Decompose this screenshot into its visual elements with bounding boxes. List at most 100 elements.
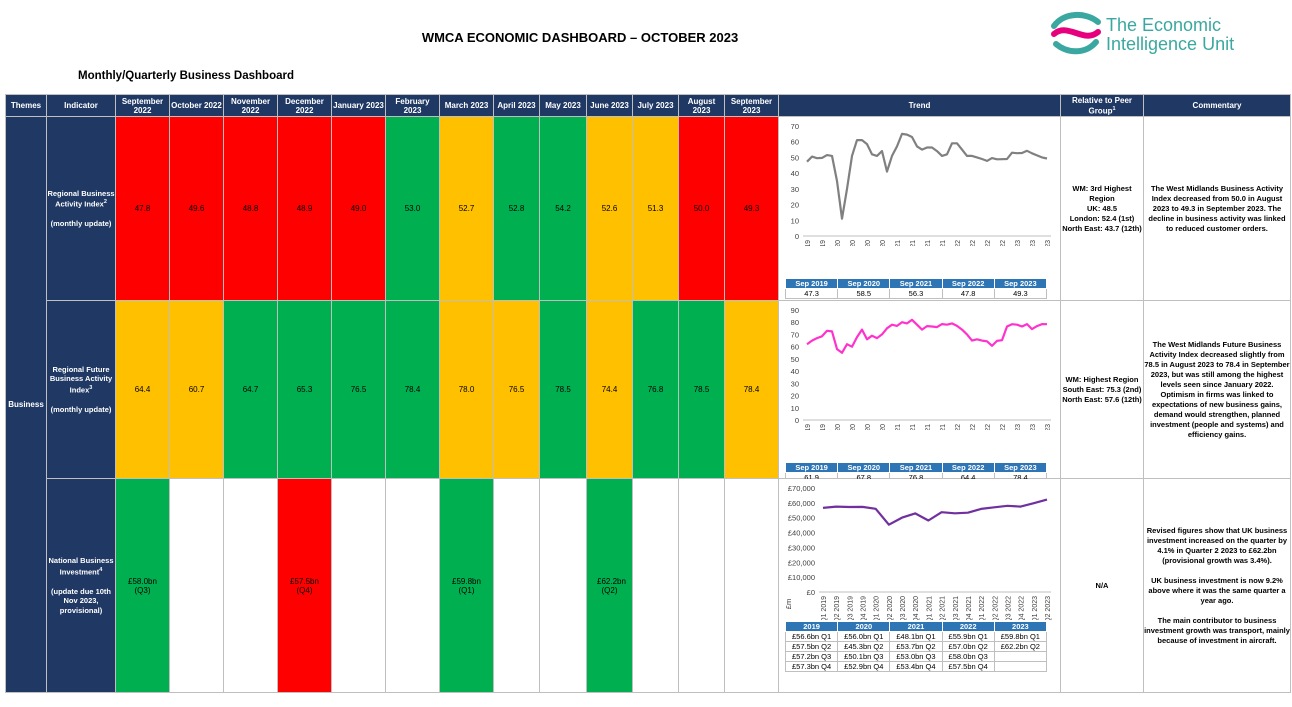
x-tick-label: Q1 2023: [1032, 595, 1039, 619]
y-tick-label: £30,000: [788, 543, 815, 552]
summary-value: £57.5bn Q4: [941, 660, 995, 672]
indicator-cell: Regional Business Activity Index2 (monthl…: [46, 116, 116, 301]
x-tick-label: Q2 2019: [834, 595, 841, 619]
commentary-paragraph: Revised figures show that UK business in…: [1146, 525, 1288, 565]
value-cell: [724, 478, 779, 693]
value-cell: 48.9: [277, 116, 332, 301]
x-tick-label: Q3 2021: [953, 595, 960, 619]
x-tick-label: Q1 2021: [926, 595, 933, 619]
dashboard-title: WMCA ECONOMIC DASHBOARD – OCTOBER 2023: [421, 30, 739, 45]
value-cell: £62.2bn (Q2): [586, 478, 633, 693]
header-themes: Themes: [5, 94, 47, 117]
commentary-paragraph: The West Midlands Business Activity Inde…: [1148, 183, 1286, 233]
y-tick-label: £70,000: [788, 484, 815, 493]
indicator-update-note: (update due 10th Nov 2023, provisional): [50, 586, 111, 615]
y-tick-label: 40: [791, 169, 799, 178]
y-tick-label: 0: [795, 232, 799, 241]
summary-value: [993, 660, 1048, 672]
y-tick-label: £20,000: [788, 558, 815, 567]
summary-header: Sep 2020: [837, 277, 891, 289]
x-tick-label: Q1 2022: [979, 595, 986, 619]
summary-header: 2023: [993, 620, 1048, 632]
summary-header-row: 2019 2020 2021 2022 2023: [784, 620, 1048, 632]
y-tick-label: £10,000: [788, 573, 815, 582]
trend-series-line: [822, 498, 1048, 526]
summary-value: £57.5bn Q2: [784, 640, 839, 652]
peer-line: WM: Highest Region: [1065, 374, 1139, 384]
value-cell: 47.8: [115, 116, 170, 301]
value-cell: 76.8: [632, 300, 679, 479]
y-tick-label: 80: [791, 318, 799, 327]
x-tick-label: Jun-20: [850, 423, 857, 429]
summary-value-row: £57.5bn Q2 £45.3bn Q2 £53.7bn Q2 £57.0bn Q2…: [784, 640, 1048, 652]
x-tick-label: Mar-22: [955, 423, 962, 429]
indicator-name: Regional Future Business Activity Index3: [47, 365, 115, 395]
y-tick-label: 0: [795, 416, 799, 425]
header-month: February 2023: [385, 94, 440, 117]
y-tick-label: 70: [791, 122, 799, 131]
y-tick-label: 30: [791, 379, 799, 388]
x-tick-label: Sep-20: [865, 423, 872, 429]
value-cell: £57.5bn (Q4): [277, 478, 332, 693]
x-tick-label: Sep-22: [985, 423, 992, 429]
trend-wrapper: 0 10 20 30 40 50 60 70 Sep-19 Dec-19 Mar-20 Jun-20 S…: [779, 118, 1059, 300]
y-tick-label: 10: [791, 403, 799, 412]
x-tick-label: Q2 2021: [940, 595, 947, 619]
dashboard-table: Themes Indicator September 2022 October 2…: [5, 94, 1291, 693]
summary-value-row: £56.6bn Q1 £56.0bn Q1 £48.1bn Q1 £55.9bn Q1…: [784, 630, 1048, 642]
summary-value: £55.9bn Q1: [941, 630, 995, 642]
summary-value: 49.3: [993, 287, 1048, 299]
value-cell: 76.5: [493, 300, 540, 479]
x-tick-label: Q2 2022: [992, 595, 999, 619]
summary-value: £56.6bn Q1: [784, 630, 839, 642]
x-tick-label: Mar-20: [835, 423, 842, 429]
x-tick-label: Mar-22: [955, 239, 962, 245]
x-tick-label: Jun-23: [1030, 239, 1037, 245]
header-row: Themes Indicator September 2022 October 2…: [5, 94, 1291, 117]
commentary-cell: Revised figures show that UK business in…: [1143, 478, 1291, 693]
summary-value: £45.3bn Q2: [837, 640, 891, 652]
summary-header: 2022: [941, 620, 995, 632]
summary-value: [993, 650, 1048, 662]
value-cell: £59.8bn (Q1): [439, 478, 494, 693]
peer-line: North East: 43.7 (12th): [1062, 223, 1142, 233]
summary-header: Sep 2023: [993, 461, 1048, 473]
summary-header: 2021: [889, 620, 943, 632]
y-tick-label: 70: [791, 330, 799, 339]
value-cell: 78.5: [539, 300, 587, 479]
trend-chart: 0 10 20 30 40 50 60 70 80 90 Sep-19 Dec-19 Mar-20 Jun…: [791, 306, 1052, 430]
header-commentary: Commentary: [1143, 94, 1291, 117]
value-cell: 53.0: [385, 116, 440, 301]
y-tick-label: 90: [791, 306, 799, 315]
value-cell: 52.8: [493, 116, 540, 301]
indicator-footnote: 3: [89, 384, 93, 391]
indicator-label: National Business Investment: [48, 556, 114, 576]
x-tick-label: Mar-23: [1015, 423, 1022, 429]
y-tick-label: 50: [791, 354, 799, 363]
summary-value: £56.0bn Q1: [837, 630, 891, 642]
x-tick-label: Sep-20: [865, 239, 872, 245]
summary-value: £58.0bn Q3: [941, 650, 995, 662]
indicator-label: Regional Business Activity Index: [47, 188, 115, 209]
value-cell: 78.4: [385, 300, 440, 479]
x-tick-label: Jun-21: [910, 423, 917, 429]
x-tick-label: Sep-21: [925, 239, 932, 245]
header-trend: Trend: [778, 94, 1061, 117]
x-tick-label: Q4 2020: [913, 595, 920, 619]
trend-wrapper: 0 10 20 30 40 50 60 70 80 90 Sep-19 Dec-19 Mar-20 Jun…: [779, 302, 1059, 483]
value-cell: 78.4: [724, 300, 779, 479]
x-tick-label: Sep-23: [1045, 423, 1052, 429]
value-cell: [493, 478, 540, 693]
peer-line: South East: 75.3 (2nd): [1062, 384, 1142, 394]
indicator-update-note: (monthly update): [50, 404, 112, 414]
header-month: September 2022: [115, 94, 170, 117]
header-indicator: Indicator: [46, 94, 116, 117]
peer-line: UK: 48.5: [1086, 203, 1117, 213]
value-cell: 52.6: [586, 116, 633, 301]
indicator-name: National Business Investment4: [47, 556, 115, 577]
y-tick-label: £0: [807, 588, 815, 597]
summary-header: Sep 2020: [837, 461, 891, 473]
summary-value-row: 61.9 67.8 76.8 64.4 78.4: [784, 471, 1048, 483]
summary-value-row: £57.3bn Q4 £52.9bn Q4 £53.4bn Q4 £57.5bn Q4: [784, 660, 1048, 672]
x-tick-label: Jun-22: [970, 423, 977, 429]
